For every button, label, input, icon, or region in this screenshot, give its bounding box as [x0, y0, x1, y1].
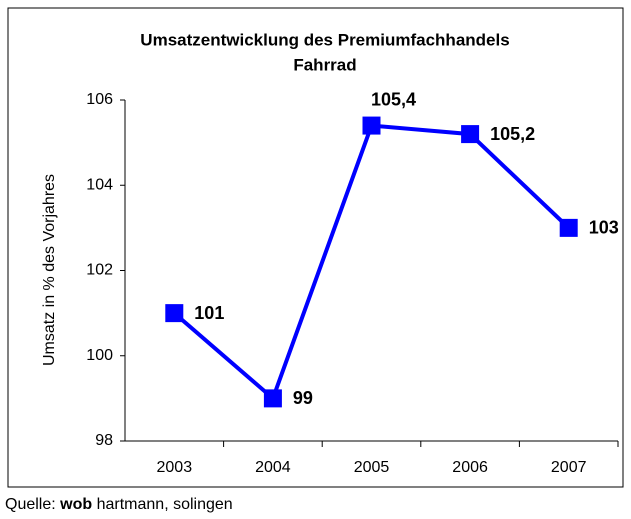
marker — [362, 116, 381, 135]
x-tick-label: 2007 — [551, 459, 587, 476]
data-label: 105,4 — [371, 89, 416, 109]
y-axis-label: Umsatz in % des Vorjahres — [41, 174, 58, 366]
y-tick-label: 100 — [86, 347, 113, 364]
data-label: 105,2 — [490, 124, 535, 144]
y-tick-label: 102 — [86, 262, 113, 279]
y-tick-label: 98 — [95, 432, 113, 449]
line — [172, 123, 571, 402]
x-tick-label: 2006 — [452, 459, 488, 476]
source-prefix: Quelle: — [5, 496, 56, 513]
x-tick-label: 2005 — [354, 459, 390, 476]
data-label: 101 — [194, 303, 224, 323]
chart-title: Fahrrad — [293, 55, 356, 74]
source-bold: wob — [59, 496, 92, 513]
marker — [461, 125, 480, 144]
marker — [263, 389, 282, 408]
source: Quelle: wob hartmann, solingen — [5, 496, 233, 513]
y-tick-label: 104 — [86, 176, 113, 193]
frame — [7, 7, 624, 488]
data-label: 99 — [293, 388, 313, 408]
marker — [559, 218, 578, 237]
y-tick-label: 106 — [86, 91, 113, 108]
source-rest: hartmann, solingen — [97, 496, 233, 513]
x-tick-label: 2003 — [157, 459, 193, 476]
marker — [165, 304, 184, 323]
chart-title: Umsatzentwicklung des Premiumfachhandels — [140, 30, 509, 49]
data-label: 103 — [589, 218, 619, 238]
x-tick-label: 2004 — [255, 459, 291, 476]
